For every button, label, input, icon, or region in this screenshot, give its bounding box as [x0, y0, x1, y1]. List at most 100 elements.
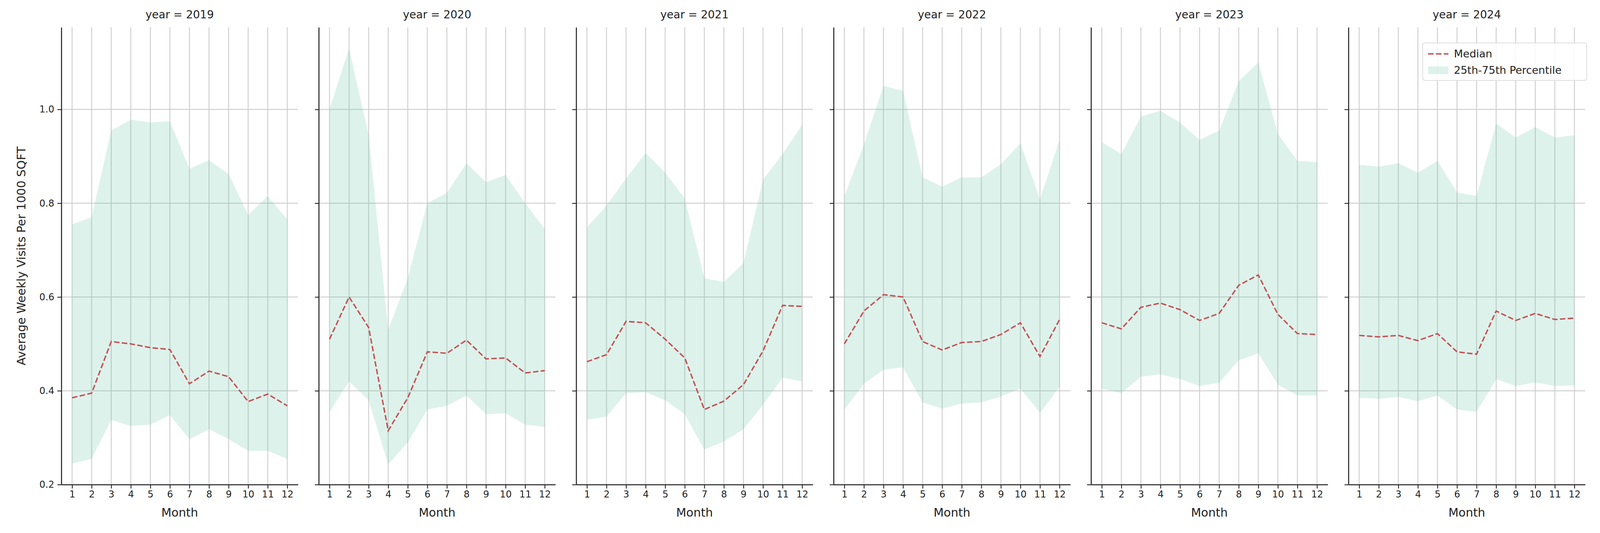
- tick-label: 1: [326, 489, 333, 500]
- tick-mark: [1020, 484, 1022, 489]
- tick-mark: [572, 390, 577, 392]
- tick-label: 11: [262, 489, 275, 500]
- tick-mark: [150, 484, 151, 489]
- tick: [1344, 484, 1349, 486]
- grid: [576, 27, 813, 485]
- tick: 4: [900, 484, 907, 500]
- median-line: [329, 297, 545, 431]
- tick-mark: [208, 484, 210, 489]
- tick-label: 0.8: [39, 198, 55, 209]
- tick-label: 9: [1512, 489, 1519, 500]
- tick-mark: [267, 484, 269, 489]
- tick-mark: [1344, 203, 1349, 204]
- tick: 12: [1568, 484, 1581, 500]
- tick: 8: [721, 484, 727, 500]
- percentile-band: [587, 125, 803, 450]
- tick-label: 9: [1255, 489, 1262, 500]
- tick-mark: [1437, 484, 1438, 489]
- tick: 7: [444, 484, 450, 500]
- axis-line: [1091, 484, 1329, 486]
- tick: 4: [1415, 484, 1422, 500]
- grid: [61, 27, 299, 485]
- tick: 5: [1434, 484, 1441, 500]
- tick-mark: [883, 484, 884, 489]
- tick: [314, 297, 319, 298]
- tick: 5: [147, 484, 154, 500]
- tick-label: 2: [346, 489, 352, 500]
- x-axis: 123456789101112: [319, 484, 556, 500]
- tick-mark: [606, 484, 608, 489]
- tick: 2: [860, 484, 867, 500]
- tick: [1087, 297, 1092, 298]
- tick-label: 7: [1473, 489, 1480, 500]
- tick: 1: [1356, 484, 1363, 500]
- tick-label: 12: [796, 489, 809, 500]
- tick-mark: [314, 484, 319, 486]
- tick-mark: [57, 109, 62, 111]
- x-axis: 123456789101112: [61, 484, 299, 500]
- grid-line-y: [318, 484, 556, 486]
- x-axis: 123456789101112: [576, 484, 814, 500]
- grid-line-y: [576, 484, 813, 486]
- tick-mark: [625, 484, 627, 489]
- tick-label: 2: [1118, 489, 1125, 500]
- tick-label: 12: [1568, 489, 1581, 500]
- tick: [572, 203, 577, 204]
- tick-mark: [1535, 484, 1536, 489]
- tick: 11: [1034, 484, 1047, 500]
- tick-mark: [645, 484, 647, 489]
- tick-label: 1: [1098, 489, 1105, 500]
- tick-mark: [1121, 484, 1122, 489]
- tick-label: 7: [186, 489, 193, 500]
- tick: 0.4: [39, 385, 62, 397]
- plot-area: [1359, 123, 1575, 413]
- tick-mark: [902, 484, 904, 489]
- grid-line-y: [61, 108, 299, 110]
- tick-mark: [407, 484, 409, 489]
- tick-mark: [941, 484, 943, 489]
- panel: 123456789101112year = 2024MonthMedian25t…: [1344, 8, 1587, 520]
- tick-label: 3: [1395, 489, 1402, 500]
- tick-label: 9: [483, 489, 490, 500]
- tick: 7: [186, 484, 193, 500]
- tick-mark: [1344, 296, 1349, 298]
- tick-label: 9: [225, 489, 232, 500]
- tick: [1344, 297, 1349, 298]
- tick-label: 6: [167, 489, 174, 500]
- plot-area: [329, 48, 545, 465]
- tick-mark: [1199, 484, 1200, 489]
- tick-mark: [1515, 484, 1517, 489]
- tick: [572, 109, 577, 110]
- tick-mark: [91, 484, 93, 489]
- tick-label: 3: [366, 489, 372, 500]
- tick-mark: [1059, 484, 1061, 489]
- tick-label: 10: [500, 489, 513, 500]
- tick-label: 9: [740, 489, 747, 500]
- tick: 8: [463, 484, 470, 500]
- tick-label: 7: [1216, 489, 1223, 500]
- tick: 7: [958, 484, 965, 500]
- tick-mark: [446, 484, 448, 489]
- tick-label: 4: [642, 489, 649, 500]
- tick-label: 0.4: [39, 385, 55, 397]
- axis-line: [833, 484, 1071, 486]
- tick-mark: [314, 109, 319, 111]
- tick-label: 6: [682, 489, 688, 500]
- tick-mark: [1344, 109, 1349, 111]
- tick: 12: [796, 484, 809, 500]
- tick: 3: [108, 484, 115, 500]
- tick: 4: [385, 484, 392, 500]
- tick: 6: [1454, 484, 1461, 500]
- median-line: [587, 305, 803, 410]
- axis-line: [61, 484, 299, 486]
- grid-line-y: [1091, 484, 1328, 486]
- axis-line: [1090, 27, 1092, 486]
- tick-mark: [863, 484, 865, 489]
- tick: 11: [1291, 484, 1304, 500]
- x-axis-title: Month: [1191, 505, 1228, 520]
- x-axis-title: Month: [676, 505, 713, 520]
- tick-label: 4: [385, 489, 392, 500]
- tick-label: 4: [1157, 489, 1164, 500]
- panel-title: year = 2022: [917, 8, 987, 22]
- tick: 11: [1549, 484, 1562, 500]
